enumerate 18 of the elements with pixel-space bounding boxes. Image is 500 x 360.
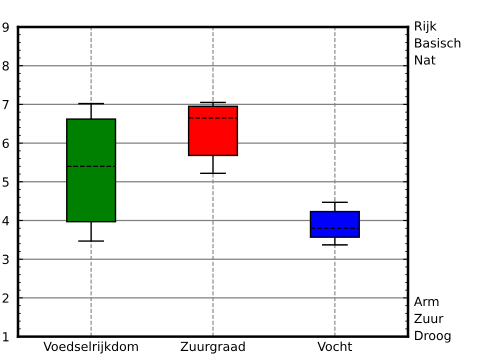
text: Droog — [415, 330, 450, 343]
text: Zuur — [414, 314, 444, 324]
y-tick-label: 3 — [2, 254, 9, 264]
y-tick-label: 5 — [2, 177, 9, 187]
x-tick-label: Voedselrijkdom — [43, 341, 138, 354]
y-tick-label: 1 — [3, 332, 9, 342]
y-tick-label: 4 — [2, 216, 9, 226]
text: Rijk — [415, 20, 437, 34]
text: Nat — [415, 55, 436, 65]
text: Basisch — [415, 38, 460, 48]
y-tick-label: 7 — [2, 100, 9, 110]
x-tick-label: Zuurgraad — [180, 341, 245, 354]
text: Arm — [414, 296, 438, 306]
y-tick-label: 8 — [2, 61, 9, 71]
y-tick-label: 9 — [2, 22, 9, 32]
y-tick-label: 2 — [2, 293, 8, 303]
x-tick-label: Vocht — [318, 341, 352, 352]
y-tick-label: 6 — [2, 138, 9, 148]
